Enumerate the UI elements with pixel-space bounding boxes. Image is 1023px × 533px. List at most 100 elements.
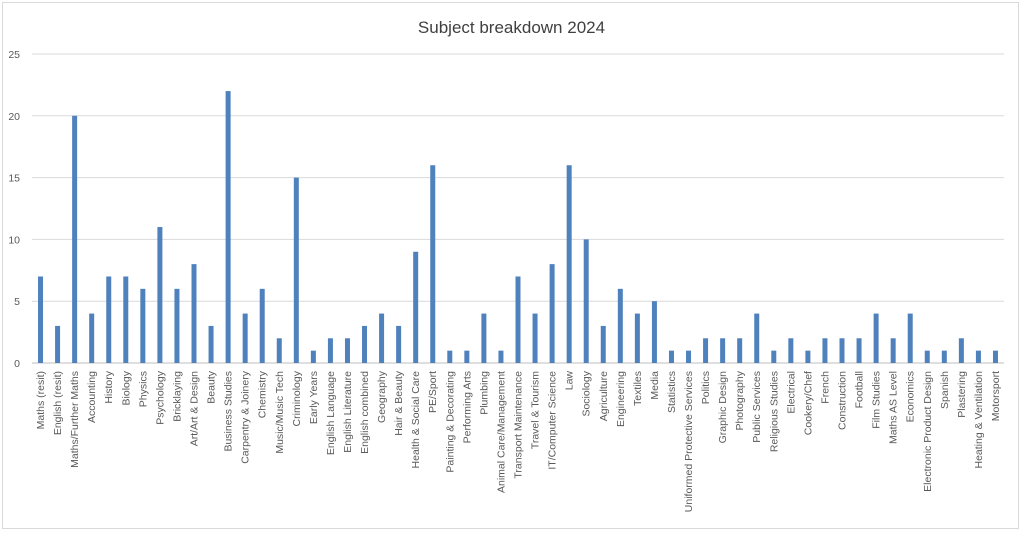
x-tick-label: Football xyxy=(854,371,866,408)
x-tick-label: Economics xyxy=(905,371,917,422)
bar-34 xyxy=(617,288,623,363)
x-tick-label: Animal Care/Management xyxy=(495,371,507,493)
x-tick-label: Media xyxy=(649,371,661,400)
bar-50 xyxy=(890,338,896,363)
y-tick-label: 15 xyxy=(8,173,20,185)
x-tick-label: Electronic Product Design xyxy=(922,371,934,492)
bar-8 xyxy=(174,288,180,363)
y-tick-label: 0 xyxy=(14,358,20,370)
x-tick-label: Criminology xyxy=(291,370,303,426)
x-tick-label: Physics xyxy=(137,371,149,407)
bar-4 xyxy=(106,276,112,363)
bar-15 xyxy=(293,177,299,363)
bar-16 xyxy=(310,350,316,363)
x-tick-label: Transport Maintenance xyxy=(513,371,525,479)
x-tick-label: Carpentry & Joinery xyxy=(240,370,252,464)
chart-title: Subject breakdown 2024 xyxy=(417,18,606,37)
x-tick-label: Graphic Design xyxy=(717,371,729,444)
x-tick-label: Textiles xyxy=(632,371,644,406)
bar-17 xyxy=(327,338,333,363)
x-tick-label: Chemistry xyxy=(257,370,269,418)
x-tick-label: PE/Sport xyxy=(427,371,439,413)
bar-40 xyxy=(720,338,726,363)
x-tick-label: Maths (resit) xyxy=(35,371,47,429)
bar-1 xyxy=(55,325,61,363)
bar-24 xyxy=(447,350,453,363)
bar-56 xyxy=(992,350,998,363)
x-tick-label: Travel & Tourism xyxy=(530,371,542,449)
x-tick-label: Health & Social Care xyxy=(410,371,422,469)
x-tick-label: Statistics xyxy=(666,371,678,413)
bar-42 xyxy=(754,313,760,363)
bar-44 xyxy=(788,338,794,363)
bar-5 xyxy=(123,276,129,363)
bar-2 xyxy=(72,115,78,363)
bar-18 xyxy=(344,338,350,363)
x-tick-label: Public Services xyxy=(751,371,763,443)
bar-49 xyxy=(873,313,879,363)
x-tick-label: Cookery/Chef xyxy=(802,371,814,435)
x-tick-label: Maths/Further Maths xyxy=(69,371,81,468)
bar-31 xyxy=(566,165,572,363)
x-tick-label: Construction xyxy=(837,371,849,430)
bar-33 xyxy=(600,325,606,363)
x-tick-label: Law xyxy=(564,371,576,391)
x-tick-label: Psychology xyxy=(154,370,166,424)
x-tick-label: Early Years xyxy=(308,371,320,424)
y-tick-label: 25 xyxy=(8,49,20,61)
y-tick-label: 10 xyxy=(8,234,20,246)
bar-38 xyxy=(686,350,692,363)
x-tick-label: Painting & Decorating xyxy=(444,371,456,473)
y-tick-label: 5 xyxy=(14,296,20,308)
x-tick-label: Engineering xyxy=(615,371,627,427)
bar-37 xyxy=(668,350,674,363)
bar-19 xyxy=(362,325,368,363)
bar-51 xyxy=(907,313,913,363)
bar-7 xyxy=(157,227,163,363)
bar-48 xyxy=(856,338,862,363)
bar-41 xyxy=(737,338,743,363)
x-tick-label: Plumbing xyxy=(478,371,490,415)
x-tick-label: Performing Arts xyxy=(461,371,473,443)
bar-20 xyxy=(379,313,385,363)
x-tick-label: English (resit) xyxy=(52,371,64,435)
x-tick-label: English Literature xyxy=(342,371,354,453)
x-tick-label: History xyxy=(103,370,115,403)
bar-35 xyxy=(634,313,640,363)
bar-9 xyxy=(191,264,197,363)
x-tick-label: French xyxy=(819,371,831,404)
bar-53 xyxy=(941,350,947,363)
bar-3 xyxy=(89,313,95,363)
bar-39 xyxy=(703,338,709,363)
bar-12 xyxy=(242,313,248,363)
bar-29 xyxy=(532,313,538,363)
x-tick-label: Business Studies xyxy=(223,371,235,452)
x-tick-label: Film Studies xyxy=(871,371,883,429)
bar-52 xyxy=(924,350,930,363)
x-tick-label: Music/Music Tech xyxy=(274,371,286,454)
x-tick-label: Heating & Ventilation xyxy=(973,371,985,469)
x-tick-label: English combined xyxy=(359,371,371,454)
bar-54 xyxy=(958,338,964,363)
x-tick-label: Agriculture xyxy=(598,371,610,421)
x-tick-label: Geography xyxy=(376,370,388,423)
x-tick-label: Hair & Beauty xyxy=(393,370,405,436)
x-tick-label: Spanish xyxy=(939,371,951,409)
bar-0 xyxy=(38,276,44,363)
bar-10 xyxy=(208,325,214,363)
x-tick-label: Photography xyxy=(734,370,746,430)
bar-21 xyxy=(396,325,402,363)
bar-43 xyxy=(771,350,777,363)
bar-36 xyxy=(651,301,657,363)
bar-22 xyxy=(413,251,419,363)
x-tick-label: Beauty xyxy=(206,370,218,403)
x-tick-label: English Language xyxy=(325,371,337,455)
bar-6 xyxy=(140,288,146,363)
bar-32 xyxy=(583,239,589,363)
x-tick-label: Accounting xyxy=(86,371,98,423)
bar-45 xyxy=(805,350,811,363)
x-tick-label: Art/Art & Design xyxy=(189,371,201,446)
bar-14 xyxy=(276,338,282,363)
bar-30 xyxy=(549,264,555,363)
